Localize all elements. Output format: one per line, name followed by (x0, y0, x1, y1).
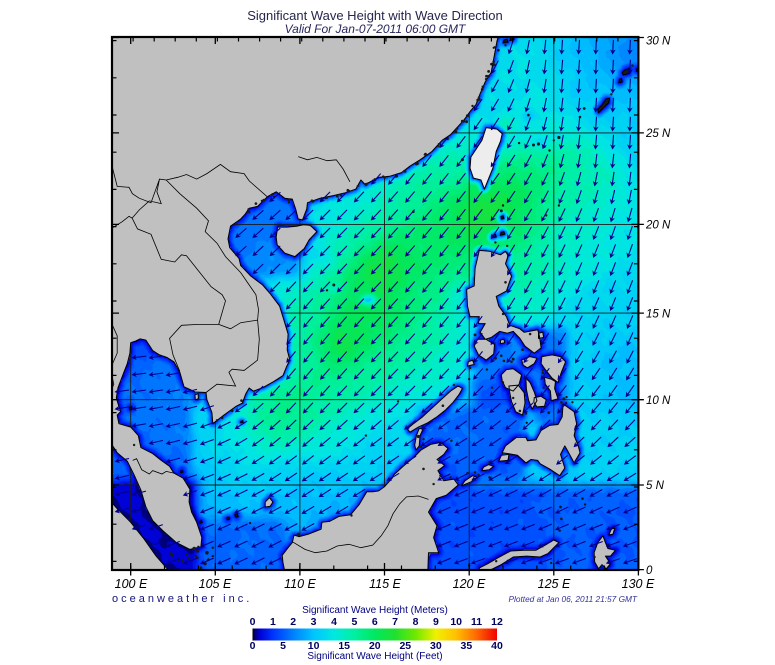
svg-text:1: 1 (270, 616, 276, 628)
svg-text:0: 0 (250, 640, 256, 652)
svg-text:7: 7 (392, 616, 398, 628)
svg-text:Significant Wave Height (Meter: Significant Wave Height (Meters) (302, 605, 448, 616)
svg-text:25 N: 25 N (645, 128, 671, 140)
svg-text:120 E: 120 E (453, 577, 486, 591)
svg-text:4: 4 (331, 616, 337, 628)
svg-text:3: 3 (311, 616, 317, 628)
svg-text:10: 10 (308, 640, 320, 652)
svg-text:115 E: 115 E (369, 577, 401, 591)
svg-text:25: 25 (399, 640, 411, 652)
svg-text:11: 11 (471, 616, 482, 628)
svg-text:30: 30 (430, 640, 442, 652)
svg-text:100 E: 100 E (115, 577, 148, 591)
svg-text:Valid For Jan-07-2011 06:00 GM: Valid For Jan-07-2011 06:00 GMT (285, 22, 467, 36)
svg-text:125 E: 125 E (538, 577, 571, 591)
svg-text:20 N: 20 N (645, 220, 671, 232)
svg-text:15 N: 15 N (646, 308, 671, 320)
svg-text:30 N: 30 N (646, 36, 671, 48)
svg-text:10: 10 (450, 616, 462, 628)
svg-text:9: 9 (433, 616, 439, 628)
svg-text:Significant Wave Height (Feet): Significant Wave Height (Feet) (307, 651, 442, 662)
svg-text:Significant Wave Height with W: Significant Wave Height with Wave Direct… (247, 8, 503, 23)
svg-text:105 E: 105 E (199, 577, 232, 591)
svg-text:0: 0 (250, 616, 256, 628)
svg-text:40: 40 (491, 640, 503, 652)
svg-text:5 N: 5 N (646, 480, 665, 492)
svg-text:110 E: 110 E (284, 577, 316, 591)
svg-text:Plotted at Jan 06, 2011 21:57: Plotted at Jan 06, 2011 21:57 GMT (508, 594, 637, 604)
svg-text:15: 15 (338, 640, 350, 652)
svg-text:5: 5 (280, 640, 286, 652)
svg-text:8: 8 (413, 616, 419, 628)
svg-text:6: 6 (372, 616, 378, 628)
svg-text:20: 20 (369, 640, 381, 652)
svg-text:130 E: 130 E (622, 577, 655, 591)
svg-text:35: 35 (461, 640, 473, 652)
svg-text:oceanweather inc.: oceanweather inc. (112, 593, 252, 605)
svg-text:2: 2 (290, 616, 296, 628)
svg-text:0: 0 (646, 565, 653, 577)
svg-text:10 N: 10 N (646, 395, 671, 407)
svg-text:5: 5 (351, 616, 357, 628)
svg-text:12: 12 (491, 616, 503, 628)
